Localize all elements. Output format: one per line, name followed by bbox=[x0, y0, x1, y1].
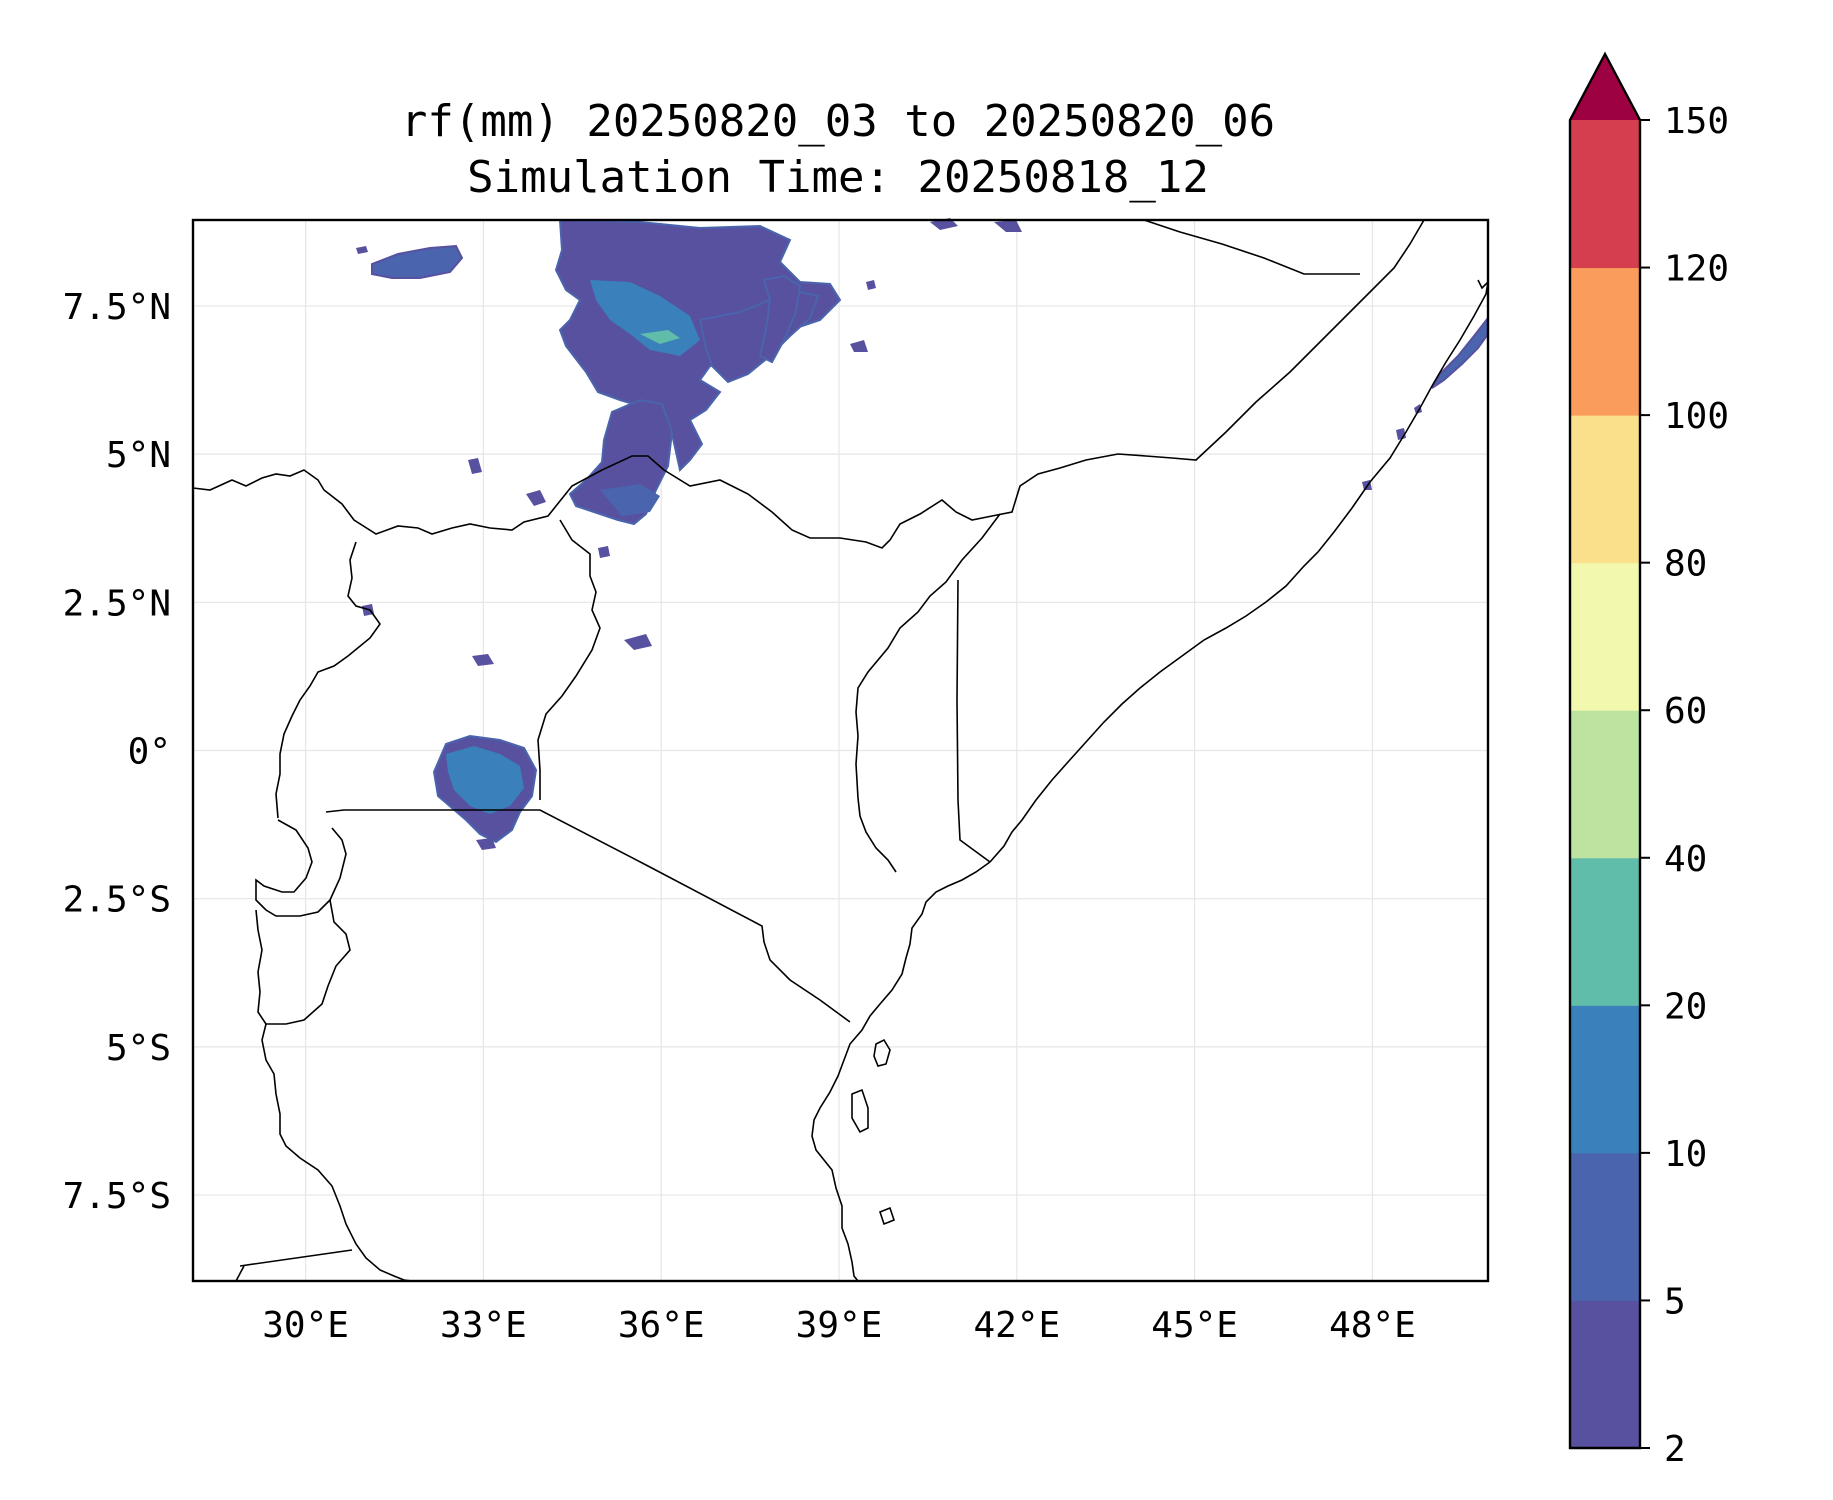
title-line2: Simulation Time: 20250818_12 bbox=[467, 152, 1209, 203]
border-uganda-east bbox=[537, 519, 601, 800]
colorbar-segment bbox=[1570, 857, 1640, 1006]
colorbar-segment bbox=[1570, 267, 1640, 416]
rain-patch-n-cell-4 bbox=[866, 280, 876, 290]
island-mafia bbox=[879, 1206, 895, 1226]
y-axis-ticks: 7.5°N 5°N 2.5°N 0° 2.5°S 5°S 7.5°S bbox=[63, 287, 171, 1217]
rain-patch-kenya-mid bbox=[624, 634, 652, 650]
rain-patch-ilemi-south bbox=[600, 484, 660, 516]
colorbar-segment bbox=[1570, 415, 1640, 564]
x-tick-label: 45°E bbox=[1151, 1305, 1238, 1346]
coastline-east bbox=[989, 281, 1489, 863]
rain-patch-n-cell-3 bbox=[850, 340, 868, 352]
border-uganda-west bbox=[275, 541, 381, 819]
y-tick-label: 0° bbox=[128, 732, 171, 773]
colorbar-tick-label: 120 bbox=[1664, 249, 1729, 290]
colorbar-segment bbox=[1570, 1005, 1640, 1154]
x-tick-label: 39°E bbox=[796, 1305, 883, 1346]
border-ethiopia-somalia bbox=[855, 513, 1001, 873]
rain-patch-nw-speck bbox=[356, 246, 368, 254]
colorbar-tick-label: 5 bbox=[1664, 1281, 1686, 1322]
border-rwanda bbox=[255, 819, 347, 917]
island-zanzibar bbox=[851, 1088, 869, 1134]
rain-patch-uganda-c bbox=[472, 654, 494, 666]
colorbar-tick-label: 10 bbox=[1664, 1134, 1707, 1175]
border-kenya-tanzania bbox=[325, 809, 851, 1023]
x-tick-label: 42°E bbox=[973, 1305, 1060, 1346]
rain-patch-kenya-nw bbox=[598, 546, 610, 558]
colorbar-tick-label: 60 bbox=[1664, 691, 1707, 732]
rain-patch-lake-victoria-s bbox=[476, 838, 496, 850]
border-tanzania-west bbox=[261, 899, 413, 1282]
colorbar-segment bbox=[1570, 120, 1640, 269]
rain-patch-uganda-n bbox=[526, 490, 546, 506]
x-axis-ticks: 30°E 33°E 36°E 39°E 42°E 45°E 48°E bbox=[262, 1305, 1416, 1346]
y-tick-label: 5°S bbox=[106, 1028, 171, 1069]
map-frame bbox=[191, 218, 1490, 1283]
x-tick-label: 33°E bbox=[440, 1305, 527, 1346]
title-line1: rf(mm) 20250820_03 to 20250820_06 bbox=[401, 96, 1275, 147]
border-burundi bbox=[255, 909, 267, 1025]
border-ne bbox=[1143, 219, 1360, 275]
rain-patch-sw-speck bbox=[468, 458, 482, 474]
colorbar-tick-label: 100 bbox=[1664, 396, 1729, 437]
country-borders bbox=[192, 219, 1489, 1282]
rain-patch-north-peak bbox=[640, 330, 680, 344]
border-north bbox=[192, 219, 1425, 549]
colorbar-tick-label: 80 bbox=[1664, 544, 1707, 585]
colorbar-segment bbox=[1570, 1152, 1640, 1301]
coastline-ne-tip bbox=[1477, 279, 1489, 290]
rain-patch-nw-cell bbox=[371, 244, 464, 279]
island-pemba bbox=[873, 1038, 891, 1067]
colorbar: 2 5 10 20 40 60 80 100 120 150 bbox=[1568, 51, 1729, 1470]
rain-patch-lake-victoria-core bbox=[446, 746, 524, 814]
colorbar-segment bbox=[1570, 710, 1640, 859]
border-sw-2 bbox=[235, 1265, 245, 1282]
y-tick-label: 2.5°S bbox=[63, 880, 171, 921]
x-tick-label: 30°E bbox=[262, 1305, 349, 1346]
colorbar-tick-label: 150 bbox=[1664, 101, 1729, 142]
border-sw bbox=[239, 1249, 353, 1267]
colorbar-extend-max bbox=[1570, 54, 1640, 120]
rain-patch-somalia-ne bbox=[1431, 315, 1489, 389]
border-kenya-somalia bbox=[956, 579, 991, 863]
y-tick-label: 7.5°S bbox=[63, 1176, 171, 1217]
colorbar-segment bbox=[1570, 1300, 1640, 1449]
y-tick-label: 5°N bbox=[106, 435, 171, 476]
colorbar-segment bbox=[1570, 562, 1640, 711]
y-tick-label: 7.5°N bbox=[63, 287, 171, 328]
colorbar-tick-label: 2 bbox=[1664, 1429, 1686, 1470]
rain-patch-n-cell-2 bbox=[994, 220, 1022, 232]
colorbar-tick-label: 20 bbox=[1664, 986, 1707, 1027]
map-panel: 30°E 33°E 36°E 39°E 42°E 45°E 48°E 7.5°N 5°N 2.5… bbox=[63, 218, 1490, 1346]
rain-patch-ethiopia-east bbox=[758, 274, 802, 364]
y-tick-label: 2.5°N bbox=[63, 583, 171, 624]
x-tick-label: 36°E bbox=[618, 1305, 705, 1346]
colorbar-outline bbox=[1568, 51, 1642, 1450]
coastline-kenya bbox=[811, 861, 991, 1282]
x-tick-label: 48°E bbox=[1329, 1305, 1416, 1346]
colorbar-tick-label: 40 bbox=[1664, 839, 1707, 880]
